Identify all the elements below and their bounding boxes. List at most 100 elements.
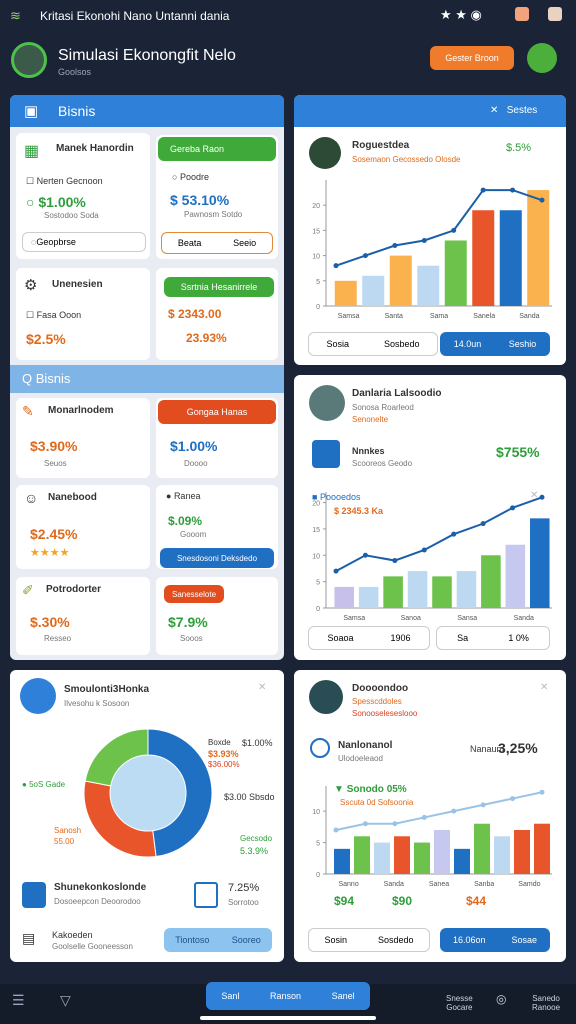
text: 1 0%	[508, 633, 529, 643]
nav-icon[interactable]: ▽	[60, 992, 71, 1008]
line	[335, 189, 543, 267]
card-subtitle: Sonosa Roarleod	[352, 403, 414, 412]
text: Gocare	[446, 1003, 473, 1012]
text: Geopbrse	[36, 237, 76, 247]
text: Poodre	[179, 172, 209, 182]
close[interactable]: ✕	[258, 682, 267, 693]
pie-label: ● 5oS Gade	[22, 780, 66, 789]
card	[16, 577, 150, 655]
bar	[534, 823, 550, 874]
bar	[444, 240, 467, 306]
value: 23.93%	[186, 331, 227, 345]
close[interactable]: ✕	[540, 682, 549, 693]
chart-title: ■ Poooedos	[312, 492, 361, 502]
bar	[374, 842, 390, 874]
button[interactable]: 14.0un Seshio	[440, 332, 550, 356]
menu-icon[interactable]: ☰	[12, 992, 25, 1008]
item-subtitle: Ulodoeleaod	[338, 754, 383, 763]
card	[16, 485, 150, 569]
bar	[481, 555, 501, 608]
button[interactable]: 16.06on Sosae	[440, 928, 550, 952]
text: Sanedo	[532, 994, 560, 1003]
x-tick-label: Samdo	[518, 881, 540, 888]
chart: 0 5 10 15 20 Samsa Sanoa Sansa Sanda	[312, 492, 552, 622]
pie-slice	[84, 728, 149, 787]
card-line: Spesscddoles	[352, 697, 402, 706]
line-point	[539, 789, 545, 795]
pie-label: 55.00	[54, 837, 75, 846]
item-value: 3,25%	[498, 740, 538, 756]
bar	[472, 210, 495, 306]
pie-label: $3.93%	[208, 749, 239, 759]
checkbox-label[interactable]: ☐ Nerten Gecnoon	[26, 176, 103, 186]
label: ○ Poodre	[172, 172, 209, 182]
button[interactable]: ◌ Geopbrse	[22, 232, 146, 252]
x-tick-label: Sanea	[429, 881, 449, 888]
text: Sosin	[324, 935, 347, 945]
value: $2.5%	[26, 331, 66, 347]
value: $ 53.10%	[170, 192, 230, 208]
text: Poooedos	[319, 492, 361, 502]
foot-title: Kakoeden	[52, 930, 93, 940]
button[interactable]: Snesdosoni Deksdedo	[160, 548, 274, 568]
close[interactable]: ✕	[530, 490, 539, 501]
status-icon	[548, 7, 562, 21]
chart-value: $ 2345.3 Ka	[334, 506, 384, 516]
card-title: Smoulonti3Honka	[64, 684, 150, 695]
text: Sooreo	[231, 935, 261, 945]
y-tick-label: 20	[312, 501, 320, 508]
foot-subtitle: Goolselle Gooneesson	[52, 942, 133, 951]
icon: ▦	[24, 143, 40, 160]
icon	[312, 440, 340, 468]
item-label: Nanaum	[470, 744, 505, 754]
button[interactable]: Sa 1 0%	[436, 626, 550, 650]
chart: 0 5 10 Sanno Sanda Sanea Sanba Samdo	[312, 786, 552, 888]
pie-chart	[83, 728, 213, 858]
value: ○ $1.00%	[26, 194, 86, 210]
profile-button[interactable]	[527, 43, 557, 73]
line	[335, 791, 543, 831]
icon: ☺	[24, 490, 39, 506]
text: Snesse	[446, 994, 473, 1003]
line-point	[392, 243, 398, 249]
home-indicator	[200, 1016, 376, 1020]
button[interactable]: Sanesselote	[164, 585, 224, 603]
status-icons: ★ ★ ◉	[440, 7, 482, 22]
header-subtitle: Goolsos	[58, 67, 92, 77]
pie-slice	[147, 728, 213, 858]
header-button[interactable]: Gester Broon	[430, 46, 514, 70]
text: Sosbedo	[383, 339, 420, 349]
y-tick-label: 5	[316, 580, 320, 587]
button[interactable]: Beata Seeio	[161, 232, 273, 254]
bar	[414, 842, 430, 874]
line-point	[510, 187, 516, 193]
header-title: Simulasi Ekonongfit Nelo	[58, 47, 236, 64]
line-point	[539, 494, 545, 500]
tag: Senonelte	[352, 415, 389, 424]
close-tab[interactable]: ✕ Sestes	[490, 105, 538, 116]
bar	[417, 265, 440, 306]
item-title: Nnnkes	[352, 446, 385, 456]
card-header: Gongaa Hanas	[158, 400, 276, 424]
line-point	[333, 263, 339, 269]
panel-header	[10, 95, 284, 127]
y-tick-label: 10	[312, 254, 320, 261]
button[interactable]: Soaoa 1906	[308, 626, 430, 650]
nav-item[interactable]: Sanedo Ranooe	[532, 994, 560, 1012]
icon	[194, 882, 218, 908]
nav-icon[interactable]: ◎	[496, 992, 507, 1006]
line-point	[362, 253, 368, 259]
button[interactable]: Sosin Sosdedo	[308, 928, 430, 952]
button[interactable]: Sosia Sosbedo	[308, 332, 438, 356]
checkbox-label[interactable]: ☐ Fasa Ooon	[26, 310, 82, 320]
x-tick-label: Sanda	[384, 881, 404, 888]
avatar[interactable]	[11, 42, 47, 78]
line-point	[451, 227, 457, 233]
y-tick-label: 0	[316, 606, 320, 613]
nav-tabs[interactable]: Sanl Ranson Sanel	[206, 982, 370, 1010]
button[interactable]: Tiontoso Sooreo	[164, 928, 272, 952]
nav-item[interactable]: Snesse Gocare	[446, 994, 473, 1012]
card-header: Ssrtnia Hesanirrele	[164, 277, 274, 297]
text: Sonodo	[346, 784, 384, 795]
